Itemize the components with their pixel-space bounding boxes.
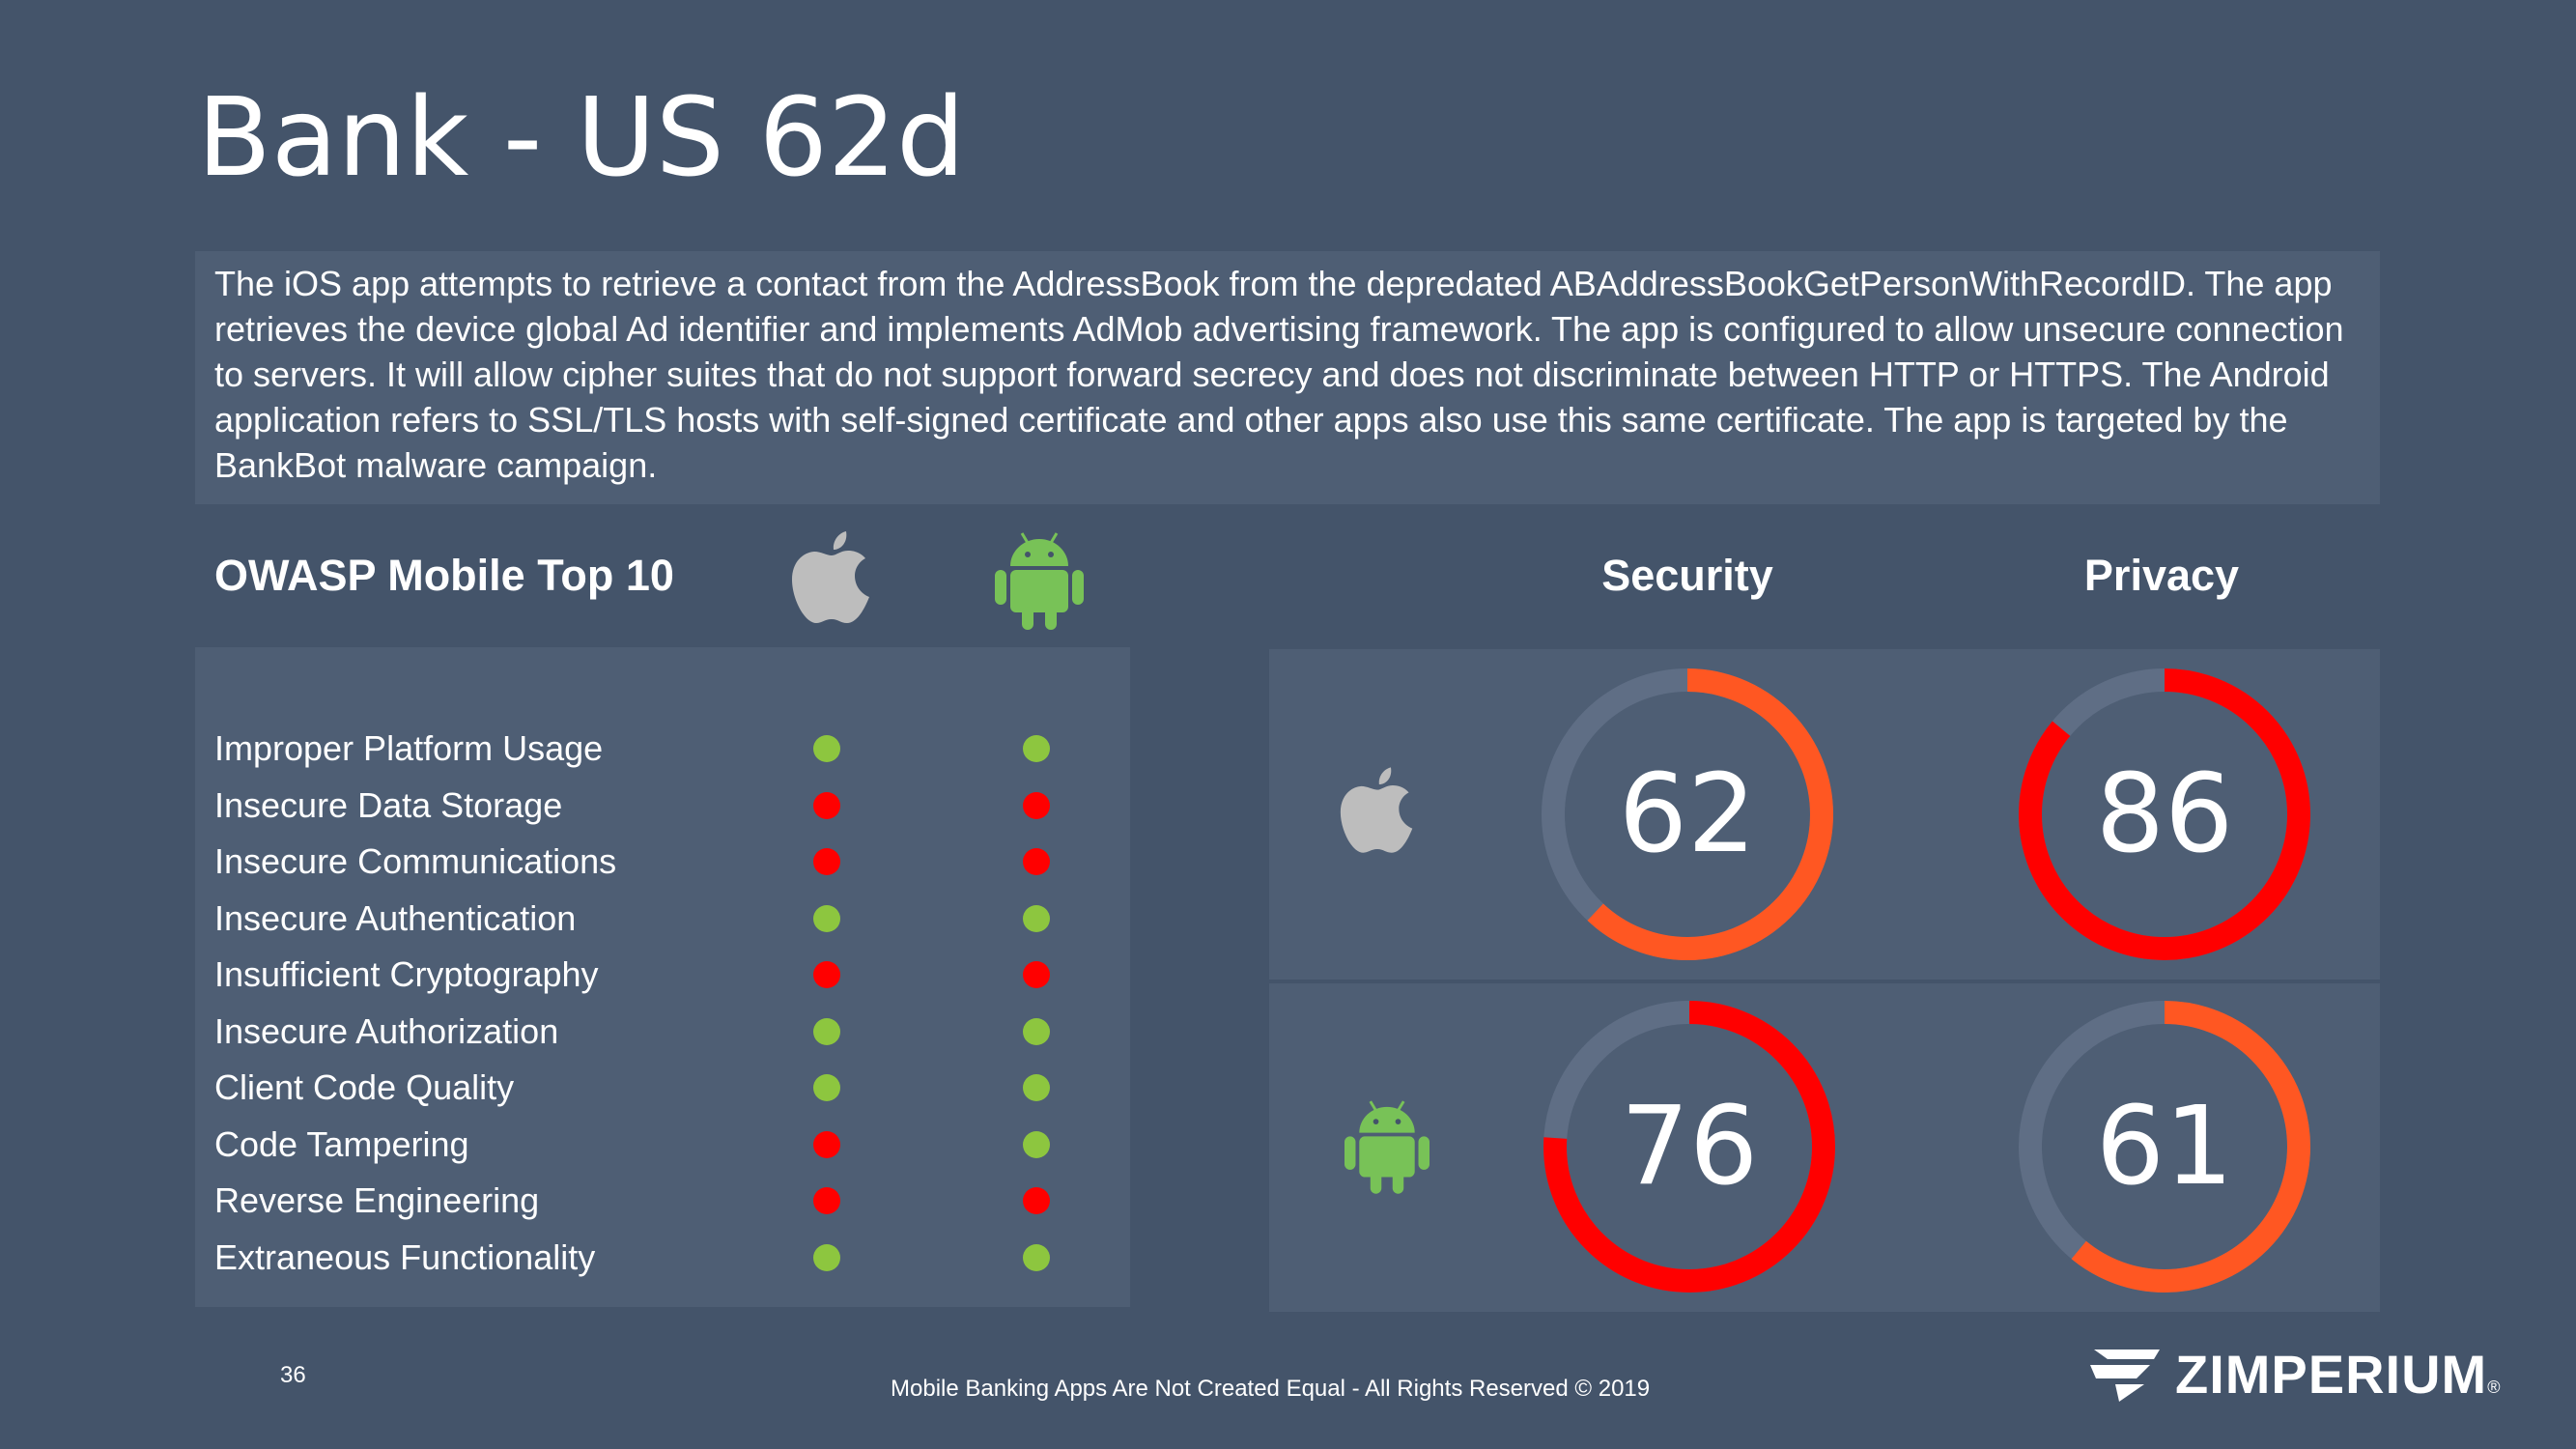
android-status-dot — [1023, 1130, 1050, 1158]
description-box: The iOS app attempts to retrieve a conta… — [195, 251, 2380, 504]
android-icon — [995, 532, 1084, 630]
ios-status-dot — [813, 961, 840, 988]
ios-status-dot — [813, 1130, 840, 1158]
ios-security-score: 62 — [1618, 752, 1757, 877]
list-item: Client Code Quality — [214, 1060, 1084, 1116]
owasp-item-label: Extraneous Functionality — [214, 1236, 596, 1277]
owasp-item-label: Insecure Communications — [214, 841, 617, 881]
zimperium-mark-icon — [2090, 1349, 2160, 1402]
apple-icon — [1340, 767, 1413, 853]
list-item: Insecure Communications — [214, 834, 1084, 890]
list-item: Improper Platform Usage — [214, 721, 1084, 777]
android-icon — [1345, 1100, 1430, 1194]
ios-status-dot — [813, 848, 840, 875]
logo-text: ZIMPERIUM — [2175, 1344, 2488, 1405]
owasp-item-label: Insecure Authentication — [214, 897, 577, 938]
android-security-gauge: 76 — [1543, 1001, 1835, 1293]
owasp-item-label: Insecure Authorization — [214, 1010, 559, 1051]
security-heading: Security — [1601, 551, 1773, 600]
list-item: Code Tampering — [214, 1117, 1084, 1173]
ios-status-dot — [813, 1017, 840, 1045]
android-status-dot — [1023, 1074, 1050, 1101]
owasp-item-label: Client Code Quality — [214, 1067, 515, 1107]
page-title: Bank - US 62d — [197, 75, 966, 201]
android-status-dot — [1023, 735, 1050, 762]
android-status-dot — [1023, 904, 1050, 932]
owasp-item-label: Improper Platform Usage — [214, 728, 604, 768]
apple-icon — [792, 531, 869, 623]
ios-privacy-gauge: 86 — [2019, 668, 2310, 960]
owasp-item-label: Insecure Data Storage — [214, 784, 563, 825]
ios-status-dot — [813, 1074, 840, 1101]
android-status-dot — [1023, 1017, 1050, 1045]
zimperium-logo: ZIMPERIUM ® — [2086, 1343, 2500, 1406]
registered-mark: ® — [2487, 1378, 2501, 1397]
owasp-item-label: Reverse Engineering — [214, 1180, 540, 1220]
ios-status-dot — [813, 791, 840, 819]
list-item: Insecure Authentication — [214, 891, 1084, 947]
list-item: Extraneous Functionality — [214, 1230, 1084, 1286]
android-privacy-score: 61 — [2095, 1084, 2234, 1209]
owasp-item-label: Insufficient Cryptography — [214, 954, 599, 994]
list-item: Reverse Engineering — [214, 1173, 1084, 1229]
android-status-dot — [1023, 1187, 1050, 1214]
list-item: Insecure Authorization — [214, 1004, 1084, 1060]
android-privacy-gauge: 61 — [2019, 1001, 2310, 1293]
privacy-heading: Privacy — [2083, 551, 2240, 600]
ios-status-dot — [813, 904, 840, 932]
list-item: Insecure Data Storage — [214, 778, 1084, 834]
ios-privacy-score: 86 — [2095, 752, 2234, 877]
owasp-item-label: Code Tampering — [214, 1123, 469, 1164]
ios-status-dot — [813, 735, 840, 762]
android-security-score: 76 — [1620, 1084, 1759, 1209]
page-number: 36 — [280, 1362, 306, 1388]
owasp-heading: OWASP Mobile Top 10 — [214, 551, 674, 600]
footer-text: Mobile Banking Apps Are Not Created Equa… — [891, 1376, 1651, 1402]
ios-security-gauge: 62 — [1542, 668, 1833, 960]
android-status-dot — [1023, 791, 1050, 819]
ios-status-dot — [813, 1243, 840, 1271]
ios-status-dot — [813, 1187, 840, 1214]
list-item: Insufficient Cryptography — [214, 947, 1084, 1003]
android-status-dot — [1023, 1243, 1050, 1271]
android-status-dot — [1023, 961, 1050, 988]
owasp-panel — [195, 647, 1130, 1307]
android-status-dot — [1023, 848, 1050, 875]
